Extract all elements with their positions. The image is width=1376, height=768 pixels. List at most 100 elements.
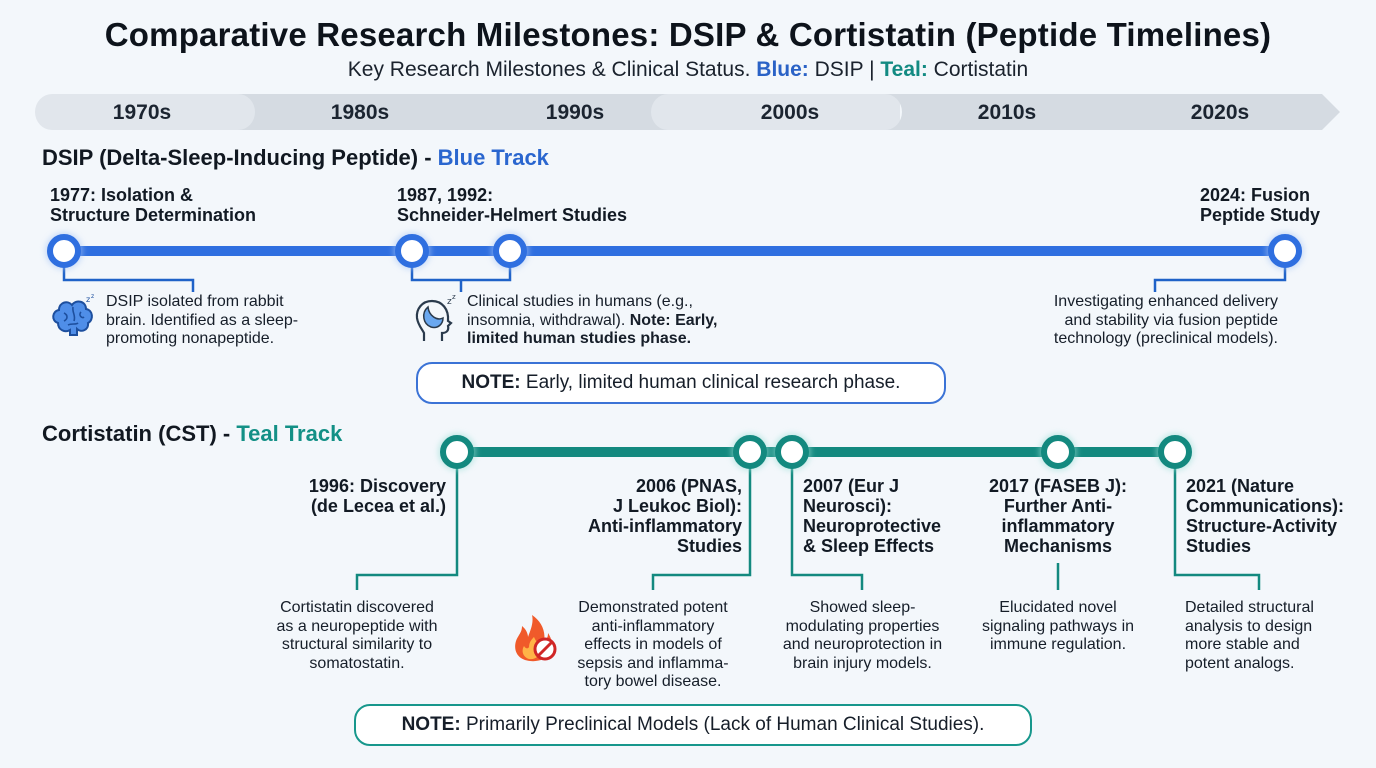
title-line: J Leukoc Biol): [612,496,742,516]
subtitle-blue-value: DSIP | [808,58,881,81]
dsip-connector-1987 [410,266,512,292]
title-line: 2007 (Eur J [803,476,900,496]
desc-line: Investigating enhanced delivery [1053,293,1278,310]
decade-segment-2000s [651,94,900,130]
cst-node-1996 [440,435,474,469]
cst-milestone-2017-title: 2017 (FASEB J): Further Anti- inflammato… [968,476,1148,556]
cst-connector-2021 [1173,467,1261,590]
dsip-node-1992 [493,234,527,268]
page-title: Comparative Research Milestones: DSIP & … [104,16,1272,53]
subtitle-teal-label: Teal: [880,58,928,81]
title-line: 2021 (Nature [1186,476,1295,496]
decade-label-1990s: 1990s [545,101,605,124]
cst-node-2006 [733,435,767,469]
title-line: Mechanisms [1003,536,1113,556]
cst-milestone-2007-title: 2007 (Eur J Neurosci): Neuroprotective &… [803,476,941,556]
cst-milestone-2021-title: 2021 (Nature Communications): Structure-… [1186,476,1344,556]
subtitle-teal-value: Cortistatin [927,58,1029,81]
decade-label-1970s: 1970s [112,101,172,124]
title-line: Studies [1186,536,1252,556]
desc-line: limited human studies phase. [467,330,717,349]
title-line: (de Lecea et al.) [310,496,446,516]
title-line: Schneider-Helmert Studies [397,205,628,225]
cst-note-box: NOTE: Primarily Preclinical Models (Lack… [354,704,1032,746]
cst-note-text: Primarily Preclinical Models (Lack of Hu… [460,714,985,735]
title-line: Studies [676,536,742,556]
svg-text:z: z [447,297,452,307]
dsip-milestone-1977-desc: DSIP isolated from rabbit brain. Identif… [106,293,298,349]
desc-line: sepsis and inflamma- [577,654,729,672]
cst-track-name: Cortistatin (CST) - [42,421,237,446]
title-line: Neurosci): [803,496,893,516]
cst-milestone-2007-desc: Showed sleep- modulating properties and … [755,599,970,673]
title-line: 1977: Isolation & [50,185,194,205]
cst-note-label: NOTE: [401,714,461,735]
cst-milestone-2006-desc: Demonstrated potent anti-inflammatory ef… [558,599,748,692]
dsip-milestone-1977-title: 1977: Isolation & Structure Determinatio… [50,185,256,225]
dsip-milestone-2024-desc: Investigating enhanced delivery and stab… [990,293,1278,349]
subtitle-blue-label: Blue: [756,58,809,81]
decade-segment-1970s [35,94,255,130]
svg-text:z: z [91,293,94,300]
dsip-node-1977 [47,234,81,268]
desc-line: structural similarity to [281,636,433,653]
svg-text:z: z [452,293,456,301]
desc-line: promoting nonapeptide. [106,330,275,347]
desc-line: modulating properties [785,617,940,635]
cst-node-2007 [775,435,809,469]
dsip-node-2024 [1268,234,1302,268]
dsip-milestone-1987-title: 1987, 1992: Schneider-Helmert Studies [397,185,627,225]
dsip-node-1987 [395,234,429,268]
desc-line: DSIP isolated from rabbit [106,293,284,310]
cst-milestone-1996-title: 1996: Discovery (de Lecea et al.) [262,476,446,516]
desc-line: Showed sleep- [809,599,916,616]
dsip-note-label: NOTE: [461,372,521,393]
desc-line: Elucidated novel [999,599,1117,616]
desc-line: as a neuropeptide with [276,617,438,635]
desc-bold: Note: Early, [629,311,718,329]
decade-segment-2020s [1100,94,1340,130]
sleeping-head-icon: z z [415,293,456,341]
cst-track-color-label: Teal Track [236,421,343,446]
title-line: Further Anti- [1003,496,1113,516]
desc-line: Clinical studies in humans (e.g., [467,293,693,310]
decade-label-2020s: 2020s [1190,101,1250,124]
desc-text: insomnia, withdrawal). [467,311,630,329]
desc-line: Detailed structural [1185,599,1314,616]
cst-node-2021 [1158,435,1192,469]
cst-milestone-2017-desc: Elucidated novel signaling pathways in i… [950,599,1166,655]
page-subtitle: Key Research Milestones & Clinical Statu… [0,58,1376,82]
svg-text:z: z [86,295,90,304]
no-inflammation-fire-icon [515,615,557,662]
decade-segment-1980s [238,94,470,130]
desc-line: effects in models of [584,636,722,653]
dsip-track-color-label: Blue Track [437,145,549,170]
dsip-milestone-1987-desc: Clinical studies in humans (e.g., insomn… [467,293,717,349]
dsip-connectors [62,266,1287,292]
desc-line: and stability via fusion peptide [1064,311,1278,329]
title-line: & Sleep Effects [803,536,935,556]
subtitle-prefix: Key Research Milestones & Clinical Statu… [347,58,757,81]
desc-line: somatostatin. [309,654,405,672]
desc-line: brain. Identified as a sleep- [106,311,299,329]
desc-line: anti-inflammatory [591,617,715,635]
title-line: Anti-inflammatory [587,516,742,536]
title-line: 2017 (FASEB J): [988,476,1128,496]
desc-line: Cortistatin discovered [280,599,434,616]
cst-connectors [355,467,1261,590]
dsip-nodes [45,232,1304,270]
cst-node-2017 [1041,435,1075,469]
cst-connector-1996 [355,467,459,590]
brain-icon: z z [52,293,94,336]
desc-line: brain injury models. [793,654,932,672]
title-line: 1996: Discovery [308,476,446,496]
desc-line: and neuroprotection in [782,636,943,653]
cst-track-title: Cortistatin (CST) - Teal Track [42,421,342,447]
cst-milestone-1996-desc: Cortistatin discovered as a neuropeptide… [237,599,477,673]
decade-segment-1990s [455,94,685,130]
title-line: 2006 (PNAS, [635,476,742,496]
cst-nodes [438,433,1194,471]
desc-line: potent analogs. [1185,654,1295,672]
